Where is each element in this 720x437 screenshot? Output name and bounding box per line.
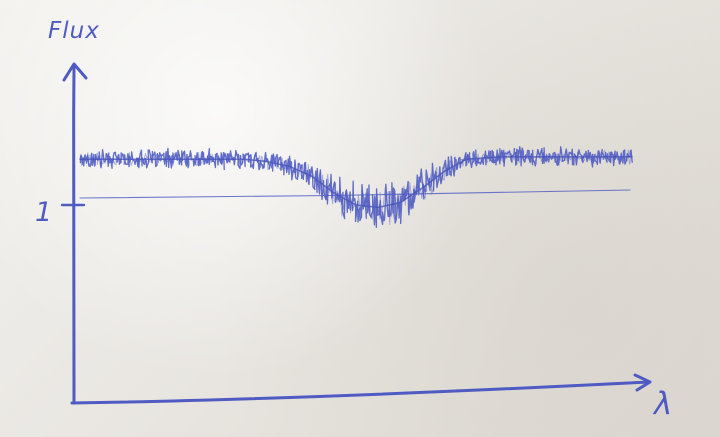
y-tick-label: 1: [35, 197, 53, 228]
chart-axes: [60, 62, 652, 405]
y-axis-label: Flux: [48, 18, 100, 44]
chart-labels: Flux λ 1: [35, 18, 673, 422]
y-axis-line: [71, 65, 76, 405]
reference-line: [79, 189, 631, 199]
x-axis-line: [70, 380, 650, 405]
chart-series: [79, 146, 633, 228]
y-axis-arrow: [62, 62, 88, 82]
x-axis-label: λ: [652, 386, 673, 422]
flux-noisy-series: [79, 146, 633, 228]
flux-mean-series: [79, 156, 633, 209]
x-axis-arrow: [633, 373, 652, 392]
